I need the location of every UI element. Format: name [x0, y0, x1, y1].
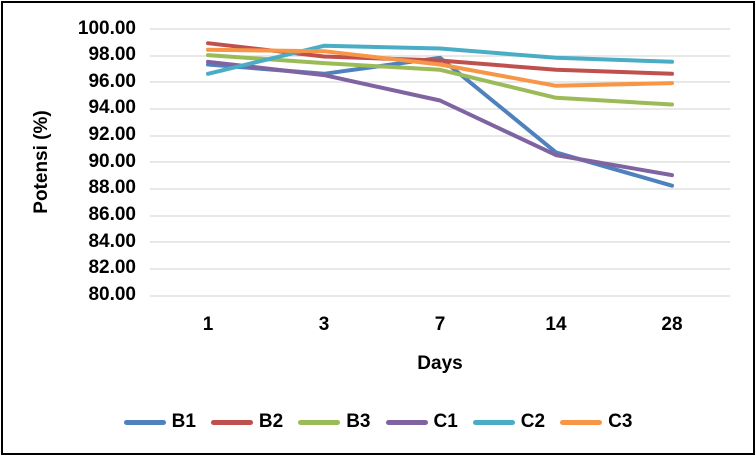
y-tick-label: 90.00	[88, 150, 136, 172]
legend-item-C1: C1	[385, 411, 458, 433]
legend-label: C3	[608, 411, 633, 432]
series-line-C2	[206, 43, 674, 76]
legend-label: C2	[520, 411, 546, 432]
legend-item-C2: C2	[472, 411, 546, 433]
legend-item-B3: B3	[298, 411, 371, 433]
legend-swatch-C2	[472, 419, 515, 425]
y-tick-label: 92.00	[88, 124, 136, 146]
x-axis-title: Days	[417, 353, 463, 374]
legend-label: B1	[171, 411, 196, 432]
legend-swatch-C1	[385, 419, 428, 425]
x-tick-label: 3	[318, 314, 330, 335]
series-line-B1	[206, 55, 674, 188]
y-tick-label: 88.00	[88, 177, 136, 199]
series-line-C3	[206, 47, 674, 88]
plot-area	[150, 28, 730, 297]
x-tick-label: 14	[545, 314, 567, 335]
legend-label: B3	[346, 411, 371, 432]
legend-item-B2: B2	[210, 411, 284, 433]
legend-swatch-C3	[560, 419, 603, 425]
legend-item-C3: C3	[560, 411, 632, 433]
y-tick-label: 96.00	[88, 70, 136, 92]
y-tick-label: 94.00	[88, 97, 136, 119]
y-tick-label: 84.00	[88, 230, 136, 252]
x-tick-label: 1	[202, 314, 214, 335]
x-tick-label: 28	[661, 314, 683, 335]
legend-swatch-B2	[210, 419, 253, 425]
legend-swatch-B3	[298, 419, 341, 425]
y-tick-label: 86.00	[88, 204, 136, 226]
y-tick-label: 98.00	[88, 44, 136, 66]
legend-label: C1	[433, 411, 458, 432]
y-tick-label: 82.00	[88, 257, 136, 279]
x-tick-label: 7	[434, 314, 446, 335]
legend: B1 B2 B3 C1 C2 C3	[0, 411, 756, 433]
series-line-C1	[206, 59, 674, 178]
legend-item-B1: B1	[123, 411, 196, 433]
y-tick-label: 80.00	[88, 284, 136, 305]
legend-swatch-B1	[123, 419, 166, 425]
series-line-B3	[206, 53, 674, 107]
y-tick-label: 100.00	[77, 17, 136, 39]
legend-label: B2	[258, 411, 284, 432]
